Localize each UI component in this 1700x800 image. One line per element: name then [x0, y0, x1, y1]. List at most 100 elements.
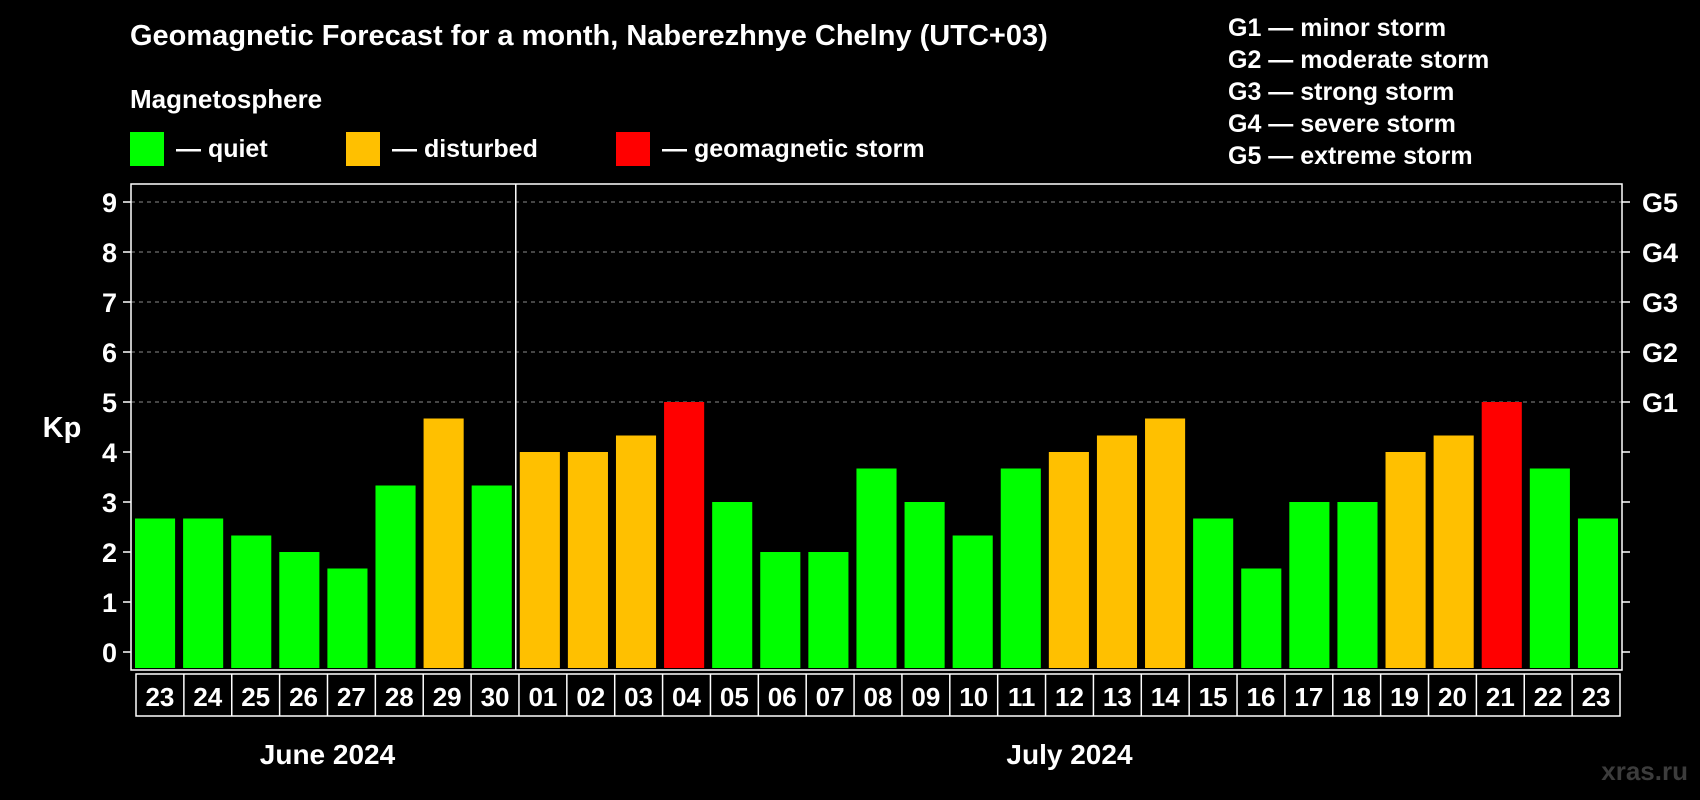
bar-9 — [519, 452, 560, 668]
y-tick-label-1: 1 — [102, 588, 117, 618]
y-tick-label-3: 3 — [102, 488, 117, 518]
date-label-30: 22 — [1534, 682, 1563, 712]
bar-19 — [1000, 468, 1041, 668]
y-tick-label-5: 5 — [102, 388, 117, 418]
bar-10 — [567, 452, 608, 668]
watermark: xras.ru — [1601, 756, 1688, 786]
bar-2 — [183, 518, 224, 668]
date-label-25: 17 — [1294, 682, 1323, 712]
y-axis-label: Kp — [43, 412, 82, 444]
legend-swatch-storm — [616, 132, 650, 166]
bar-29 — [1481, 402, 1522, 668]
legend-item-quiet: — quiet — [130, 132, 268, 166]
g-level-label-g5: G5 — [1642, 188, 1678, 218]
y-tick-label-6: 6 — [102, 338, 117, 368]
date-label-27: 19 — [1390, 682, 1419, 712]
bar-27 — [1385, 452, 1426, 668]
date-label-28: 20 — [1438, 682, 1467, 712]
date-label-18: 10 — [959, 682, 988, 712]
y-tick-label-7: 7 — [102, 288, 117, 318]
g-scale-item-g4: G4 — severe storm — [1228, 110, 1456, 138]
date-label-10: 02 — [576, 682, 605, 712]
bar-20 — [1048, 452, 1089, 668]
bar-8 — [471, 485, 512, 668]
date-label-26: 18 — [1342, 682, 1371, 712]
legend-swatch-quiet — [130, 132, 164, 166]
date-label-3: 25 — [241, 682, 270, 712]
bar-26 — [1337, 502, 1378, 668]
date-label-21: 13 — [1103, 682, 1132, 712]
g-level-label-g2: G2 — [1642, 338, 1678, 368]
date-label-1: 23 — [145, 682, 174, 712]
month-label-1: June 2024 — [260, 739, 396, 770]
g-scale-item-g1: G1 — minor storm — [1228, 14, 1447, 42]
date-label-16: 08 — [864, 682, 893, 712]
date-label-13: 05 — [720, 682, 749, 712]
legend-label-storm: — geomagnetic storm — [662, 134, 925, 163]
date-label-4: 26 — [289, 682, 318, 712]
date-label-5: 27 — [337, 682, 366, 712]
y-tick-label-8: 8 — [102, 238, 117, 268]
legend-item-disturbed: — disturbed — [346, 132, 538, 166]
date-label-17: 09 — [911, 682, 940, 712]
y-tick-label-0: 0 — [102, 638, 117, 668]
bar-30 — [1529, 468, 1570, 668]
date-label-20: 12 — [1055, 682, 1084, 712]
bar-5 — [327, 568, 368, 668]
bar-22 — [1145, 418, 1186, 668]
g-scale-item-g5: G5 — extreme storm — [1228, 142, 1473, 170]
bar-11 — [615, 435, 657, 668]
date-label-24: 16 — [1247, 682, 1276, 712]
y-tick-label-9: 9 — [102, 188, 117, 218]
legend-item-storm: — geomagnetic storm — [616, 132, 925, 166]
date-label-29: 21 — [1486, 682, 1515, 712]
bar-23 — [1193, 518, 1234, 668]
chart-title: Geomagnetic Forecast for a month, Nabere… — [130, 20, 1048, 52]
bar-13 — [712, 502, 753, 668]
date-label-22: 14 — [1151, 682, 1180, 712]
date-label-23: 15 — [1199, 682, 1228, 712]
g-level-label-g3: G3 — [1642, 288, 1678, 318]
date-label-9: 01 — [528, 682, 557, 712]
bar-14 — [760, 552, 801, 668]
bar-6 — [375, 485, 416, 668]
bar-12 — [664, 402, 705, 668]
y-tick-label-2: 2 — [102, 538, 117, 568]
g-scale-item-g2: G2 — moderate storm — [1228, 46, 1490, 74]
date-label-7: 29 — [433, 682, 462, 712]
bar-17 — [904, 502, 945, 668]
bar-21 — [1096, 435, 1138, 668]
date-label-2: 24 — [193, 682, 222, 712]
g-level-label-g1: G1 — [1642, 388, 1678, 418]
bar-31 — [1577, 518, 1618, 668]
date-band — [135, 673, 1621, 717]
legend-swatch-disturbed — [346, 132, 380, 166]
date-label-8: 30 — [481, 682, 510, 712]
g-level-label-g4: G4 — [1642, 238, 1678, 268]
bar-16 — [856, 468, 897, 668]
legend-label-quiet: — quiet — [176, 134, 268, 163]
plot-frame — [130, 183, 1623, 671]
bar-28 — [1433, 435, 1474, 668]
bar-25 — [1289, 502, 1330, 668]
g-scale-legend: G1 — minor storm G2 — moderate storm G3 … — [1228, 12, 1489, 172]
bar-7 — [423, 418, 464, 668]
bar-24 — [1241, 568, 1282, 668]
bar-18 — [952, 535, 993, 668]
y-tick-label-4: 4 — [102, 438, 117, 468]
date-label-31: 23 — [1582, 682, 1611, 712]
date-label-19: 11 — [1008, 682, 1036, 712]
month-label-2: July 2024 — [1006, 739, 1133, 770]
bar-3 — [231, 535, 272, 668]
bar-4 — [279, 552, 320, 668]
date-label-11: 03 — [624, 682, 653, 712]
g-scale-item-g3: G3 — strong storm — [1228, 78, 1455, 106]
date-label-14: 06 — [768, 682, 797, 712]
date-label-15: 07 — [816, 682, 845, 712]
date-label-6: 28 — [385, 682, 414, 712]
bar-15 — [808, 552, 849, 668]
legend-label-disturbed: — disturbed — [392, 134, 538, 163]
bar-1 — [135, 518, 176, 668]
legend-subtitle: Magnetosphere — [130, 84, 323, 114]
